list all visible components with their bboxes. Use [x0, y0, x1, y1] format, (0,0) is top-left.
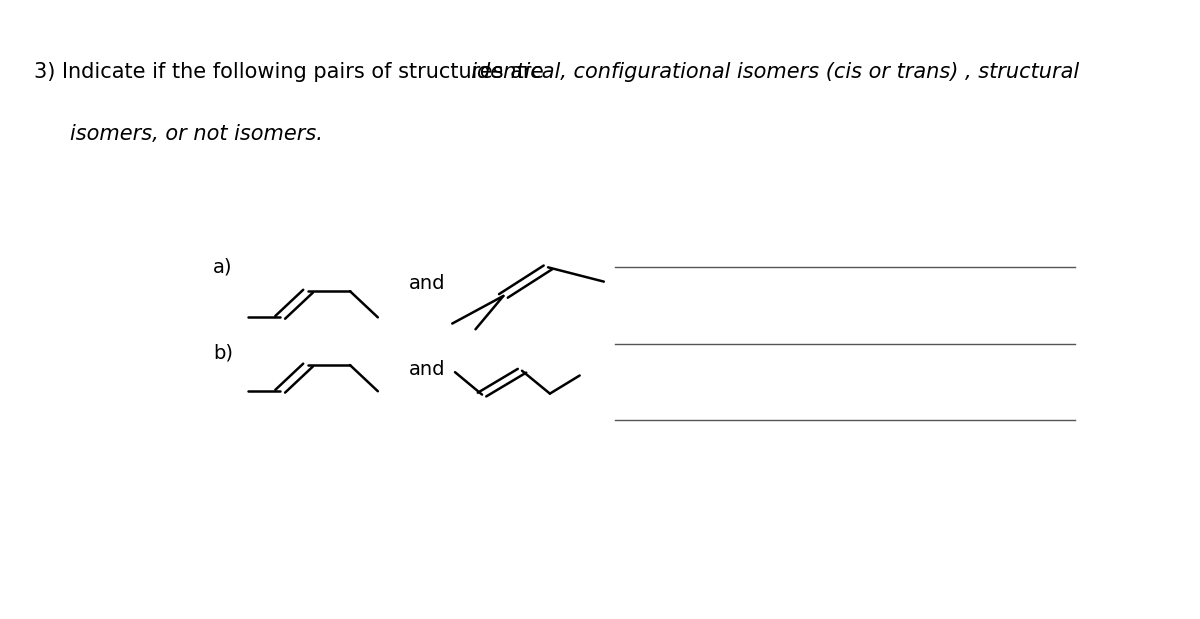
- Text: and: and: [408, 274, 445, 293]
- Text: isomers, or not isomers.: isomers, or not isomers.: [70, 124, 323, 144]
- Text: a): a): [214, 258, 233, 277]
- Text: b): b): [214, 344, 233, 363]
- Text: identical, configurational isomers (cis or trans) , structural: identical, configurational isomers (cis …: [34, 62, 1079, 82]
- Text: 3) Indicate if the following pairs of structures are: 3) Indicate if the following pairs of st…: [34, 62, 550, 82]
- Text: and: and: [408, 360, 445, 379]
